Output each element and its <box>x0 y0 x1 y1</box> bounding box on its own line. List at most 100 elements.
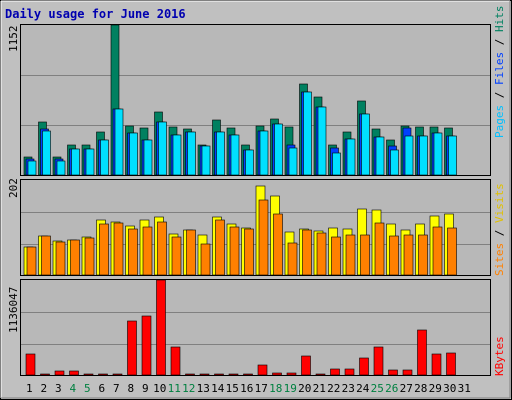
bar-kbytes-day-28 <box>417 329 427 376</box>
bar-pages-day-1 <box>27 160 37 176</box>
bar-pages-day-22 <box>332 152 341 176</box>
bar-sites-day-21 <box>316 232 327 276</box>
bar-sites-day-20 <box>302 229 312 276</box>
bar-sites-day-25 <box>374 222 385 276</box>
x-tick-day-23: 23 <box>342 382 355 395</box>
bar-kbytes-day-8 <box>127 320 137 376</box>
x-tick-day-19: 19 <box>284 382 297 395</box>
bar-pages-day-23 <box>346 138 356 176</box>
bar-sites-day-16 <box>244 228 254 276</box>
x-tick-day-3: 3 <box>55 382 62 395</box>
bar-pages-day-8 <box>129 132 138 176</box>
legend-sites-visits: Sites / Visits <box>493 183 506 276</box>
bar-sites-day-29 <box>432 226 443 276</box>
bar-kbytes-day-26 <box>388 369 398 376</box>
x-tick-day-18: 18 <box>269 382 282 395</box>
bar-pages-day-12 <box>187 131 196 176</box>
x-tick-day-28: 28 <box>414 382 427 395</box>
x-tick-day-1: 1 <box>26 382 33 395</box>
x-tick-day-2: 2 <box>40 382 47 395</box>
bar-kbytes-day-5 <box>83 373 94 376</box>
legend-pages: Pages <box>493 105 506 138</box>
bar-sites-day-5 <box>84 237 95 276</box>
legend-sep-2: / <box>493 32 506 52</box>
bar-pages-day-21 <box>317 106 327 176</box>
bar-kbytes-day-15 <box>228 373 239 376</box>
bar-sites-day-3 <box>55 241 66 276</box>
x-tick-day-27: 27 <box>400 382 413 395</box>
bar-kbytes-day-17 <box>257 364 268 376</box>
bar-kbytes-day-9 <box>141 315 152 376</box>
bar-sites-day-12 <box>186 229 196 276</box>
bar-kbytes-day-4 <box>69 370 79 376</box>
bar-pages-day-29 <box>433 132 443 176</box>
bar-kbytes-day-12 <box>185 373 195 376</box>
bar-pages-day-4 <box>71 148 80 176</box>
bar-pages-day-3 <box>56 160 66 176</box>
bar-sites-day-24 <box>360 234 370 276</box>
x-tick-day-8: 8 <box>127 382 134 395</box>
bar-kbytes-day-29 <box>431 353 442 376</box>
x-tick-day-5: 5 <box>84 382 91 395</box>
chart-title: Daily usage for June 2016 <box>5 7 186 21</box>
bar-kbytes-day-30 <box>446 352 456 376</box>
bar-sites-day-23 <box>345 234 356 276</box>
bar-sites-day-9 <box>142 226 153 276</box>
x-tick-day-20: 20 <box>298 382 311 395</box>
bar-kbytes-day-18 <box>272 372 282 376</box>
x-tick-day-14: 14 <box>211 382 225 395</box>
bar-kbytes-day-7 <box>112 373 123 376</box>
legend-sep-1: / <box>493 85 506 105</box>
bar-pages-day-25 <box>375 136 385 176</box>
bar-sites-day-8 <box>128 228 138 276</box>
bar-kbytes-day-22 <box>330 368 340 376</box>
bar-kbytes-day-11 <box>170 346 181 376</box>
bar-pages-day-13 <box>201 145 211 176</box>
x-tick-day-10: 10 <box>153 382 166 395</box>
legend-visits: Visits <box>493 183 506 223</box>
bar-kbytes-day-20 <box>301 355 311 376</box>
bar-pages-day-10 <box>158 121 167 176</box>
legend-sep-3: / <box>493 223 506 243</box>
x-tick-day-12: 12 <box>182 382 195 395</box>
x-tick-day-6: 6 <box>98 382 105 395</box>
panel-visits-ymax: 202 <box>7 178 20 198</box>
x-tick-day-4: 4 <box>69 382 76 395</box>
bar-kbytes-day-19 <box>286 372 297 376</box>
bar-pages-day-26 <box>390 149 399 176</box>
x-tick-day-16: 16 <box>240 382 253 395</box>
x-tick-day-25: 25 <box>371 382 384 395</box>
x-tick-day-15: 15 <box>226 382 239 395</box>
bar-pages-day-7 <box>114 108 124 176</box>
bar-sites-day-10 <box>157 221 167 276</box>
bar-sites-day-26 <box>389 235 399 276</box>
bar-pages-day-17 <box>259 130 269 176</box>
bar-sites-day-13 <box>200 243 211 276</box>
bar-pages-day-9 <box>143 139 153 176</box>
bar-sites-day-19 <box>287 242 298 276</box>
bars-layer <box>23 24 457 376</box>
legend-files: Files <box>493 52 506 85</box>
bar-pages-day-11 <box>172 134 182 176</box>
x-tick-day-17: 17 <box>255 382 268 395</box>
bar-kbytes-day-3 <box>54 370 65 376</box>
bar-pages-day-28 <box>419 135 428 176</box>
bar-pages-day-27 <box>404 135 414 176</box>
bar-kbytes-day-16 <box>243 373 253 376</box>
bar-pages-day-15 <box>230 134 240 176</box>
bar-sites-day-7 <box>113 222 124 276</box>
bar-kbytes-day-14 <box>214 373 224 376</box>
legend-hits: Hits <box>493 6 506 33</box>
bar-sites-day-6 <box>99 223 109 276</box>
bar-pages-day-16 <box>245 149 254 176</box>
bar-kbytes-day-1 <box>25 353 36 376</box>
legend-sites: Sites <box>493 243 506 276</box>
x-tick-day-7: 7 <box>113 382 120 395</box>
bar-pages-day-18 <box>274 123 283 176</box>
bar-pages-day-5 <box>85 148 95 176</box>
panel-kbytes-bg <box>20 279 491 376</box>
bar-kbytes-day-23 <box>344 368 355 376</box>
bar-sites-day-17 <box>258 199 269 276</box>
